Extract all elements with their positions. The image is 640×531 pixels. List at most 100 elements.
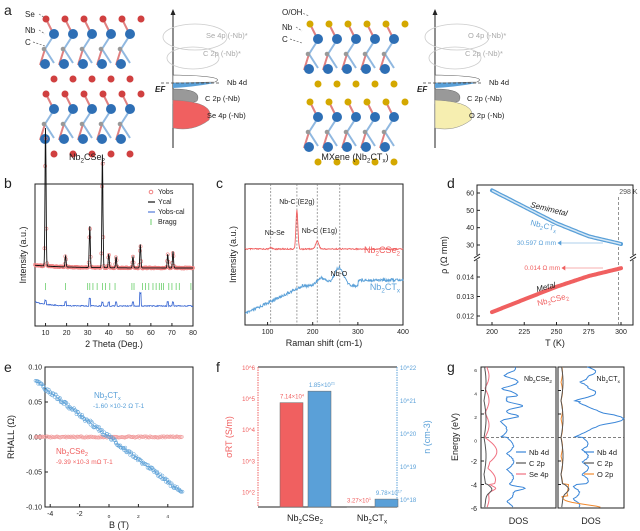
- level-label-4: O 2p (-Nb): [469, 111, 505, 120]
- point-nb2ctx: [95, 425, 100, 429]
- axis-break-gap: [474, 255, 636, 260]
- bottom-atom: [107, 75, 115, 83]
- c-atom: [305, 129, 311, 135]
- nb-atom: [389, 34, 399, 44]
- c-atom: [324, 129, 330, 135]
- leader-line: [295, 26, 303, 32]
- point-nb2cse2: [178, 434, 182, 439]
- x-tick-label: 2: [137, 514, 140, 520]
- category-label-0: Nb2CSe2: [287, 513, 324, 525]
- left-y-tick-label: 10^2: [242, 490, 255, 496]
- point-nb2cse2: [115, 435, 120, 439]
- point-nb2cse2: [84, 434, 89, 439]
- nb-atom: [370, 112, 380, 122]
- point-nb2ctx: [125, 448, 130, 453]
- y-tick-label: 40: [466, 225, 474, 232]
- bond: [44, 48, 55, 64]
- bottom-atom: [126, 75, 134, 83]
- x-axis-label: T (K): [545, 338, 565, 348]
- point-nb2ctx: [74, 410, 79, 414]
- caption-nb2cse2: Nb2CSe2: [69, 152, 106, 164]
- point-nb2cse2: [53, 435, 57, 440]
- x-tick-label: 80: [189, 330, 197, 337]
- top-atom: [344, 20, 352, 28]
- nb-atom: [106, 29, 116, 39]
- nb-atom: [351, 34, 361, 44]
- y-axis-label: RHALL (Ω): [6, 415, 16, 459]
- bottom-atom: [352, 80, 360, 88]
- bond: [82, 123, 93, 139]
- atom-label-c: C: [25, 38, 31, 47]
- legend-label-se-4p: Se 4p: [529, 470, 549, 479]
- point-nb2ctx: [100, 428, 105, 433]
- point-nb2cse2: [130, 435, 135, 440]
- point-nb2cse2: [145, 435, 150, 439]
- right-y-tick-label: 10^22: [400, 366, 417, 372]
- point-nb2cse2: [180, 434, 184, 439]
- legend-yobs-cal: Yobs-cal: [158, 209, 185, 216]
- value-label-nb2cse2: 0.014 Ω mm: [524, 265, 560, 272]
- point-nb2cse2: [62, 435, 67, 439]
- bond: [120, 123, 131, 139]
- point-nb2cse2: [86, 435, 91, 440]
- nb-atom: [49, 29, 59, 39]
- y-tick-label: 6: [474, 368, 477, 374]
- y-tick-label: -0.05: [26, 470, 42, 477]
- x-tick-label: 4: [166, 514, 169, 520]
- top-atom: [382, 20, 390, 28]
- level-label-0: Se 4p (-Nb)*: [206, 31, 248, 40]
- x-axis-label: 2 Theta (Deg.): [85, 339, 143, 349]
- point-nb2cse2: [88, 435, 93, 440]
- nb-atom: [332, 112, 342, 122]
- point-nb2cse2: [135, 435, 139, 440]
- nb4d-band: [434, 74, 480, 84]
- slope-label-nb2cse2: -9.39 ×10-3 mΩ T-1: [56, 459, 113, 466]
- nb-atom: [389, 112, 399, 122]
- top-atom: [80, 15, 88, 23]
- bottom-atom: [371, 158, 379, 166]
- bottom-atom: [50, 75, 58, 83]
- point-nb2ctx: [169, 481, 174, 486]
- point-nb2ctx: [88, 418, 93, 423]
- point-nb2ctx: [58, 396, 62, 400]
- point-nb2ctx: [172, 486, 177, 490]
- x-tick-label: 100: [262, 329, 274, 336]
- bottom-atom: [69, 75, 77, 83]
- legend-label-nb-4d: Nb 4d: [597, 448, 617, 457]
- bottom-atom: [371, 80, 379, 88]
- nb-atom: [125, 104, 135, 114]
- axis-break-mark: [473, 256, 481, 262]
- bottom-atom: [333, 158, 341, 166]
- x-tick-label: 30: [84, 330, 92, 337]
- c-atom: [41, 121, 47, 127]
- point-nb2ctx: [36, 381, 41, 386]
- point-nb2cse2: [170, 435, 175, 439]
- x-tick-label: 20: [63, 330, 71, 337]
- panel-label-a: a: [4, 2, 12, 18]
- c-atom: [41, 46, 47, 52]
- right-y-tick-label: 10^21: [400, 399, 417, 405]
- point-nb2cse2: [66, 434, 70, 439]
- panel-label-c: c: [216, 175, 223, 191]
- c-atom: [381, 51, 387, 57]
- point-nb2ctx: [179, 489, 184, 494]
- point-nb2cse2: [57, 435, 62, 439]
- fermi-label: EF: [155, 85, 166, 94]
- leader-line: [289, 38, 303, 44]
- point-nb2cse2: [70, 435, 75, 439]
- point-nb2cse2: [47, 435, 52, 439]
- nb-atom: [351, 112, 361, 122]
- top-atom: [363, 98, 371, 106]
- legend-yobs-marker: [148, 189, 154, 195]
- label-nb2cse2: Nb2CSe2: [536, 291, 570, 309]
- nb-atom: [78, 59, 88, 69]
- point-nb2cse2: [125, 435, 130, 439]
- top-atom: [99, 90, 107, 98]
- point-nb2cse2: [167, 435, 172, 439]
- point-nb2ctx: [90, 421, 95, 425]
- nb-atom: [68, 29, 78, 39]
- x-tick-label: 50: [126, 330, 134, 337]
- y-tick-label: -6: [471, 506, 477, 513]
- bond: [365, 131, 376, 147]
- point-nb2ctx: [173, 484, 177, 489]
